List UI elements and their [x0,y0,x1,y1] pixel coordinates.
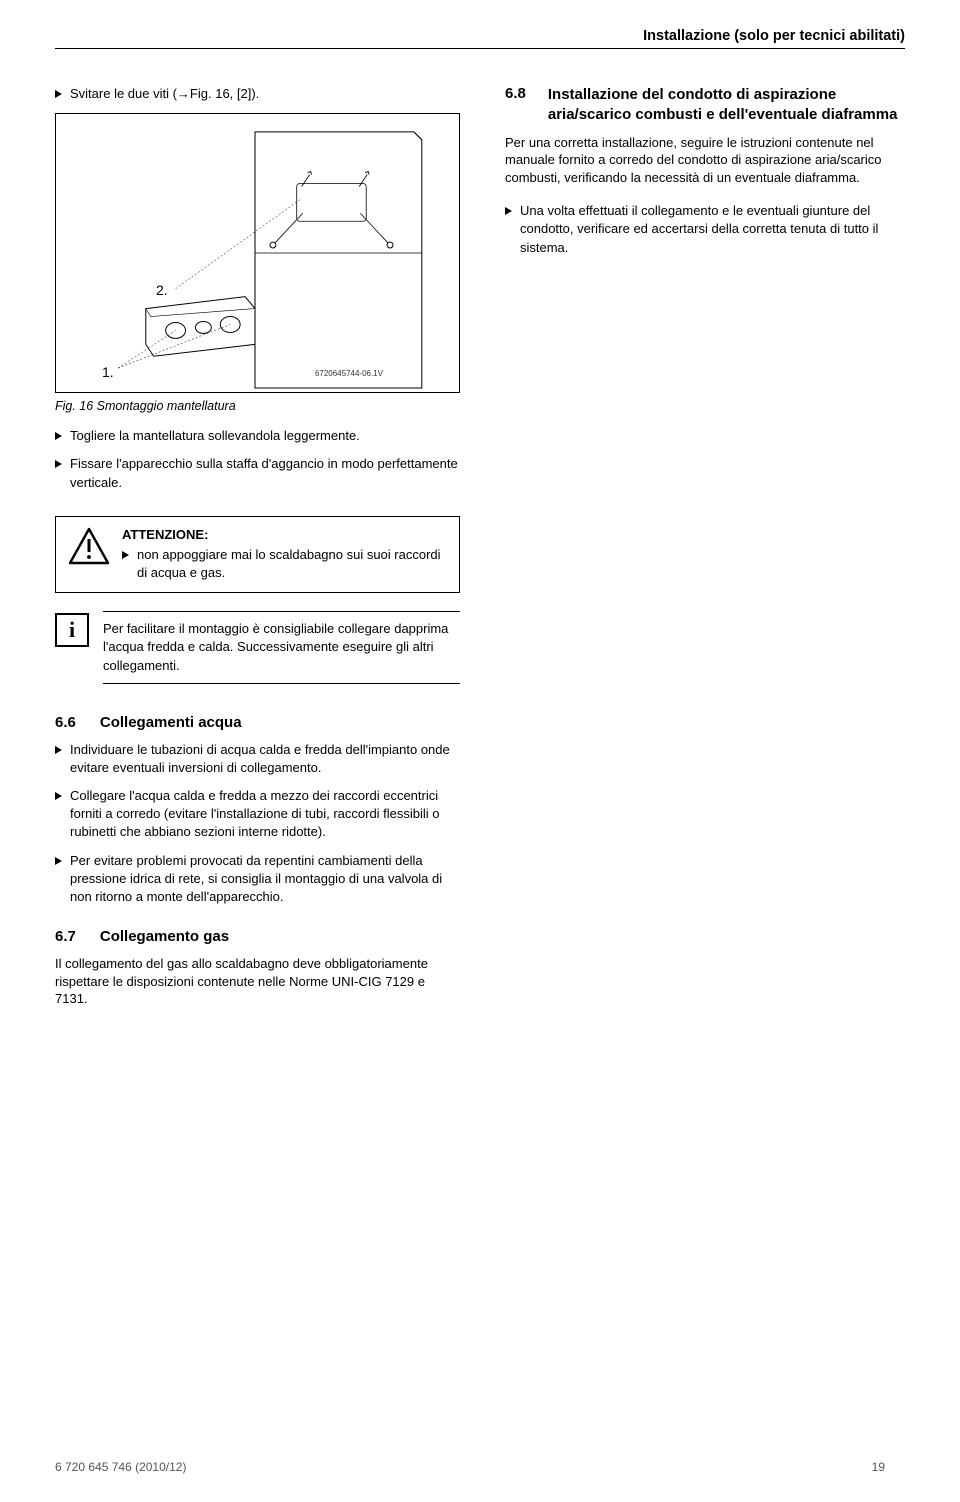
page-footer: 6 720 645 746 (2010/12) 19 [55,1460,885,1474]
bullet-text: Per evitare problemi provocati da repent… [70,852,460,907]
bullet-text: Collegare l'acqua calda e fredda a mezzo… [70,787,460,842]
section-number: 6.8 [505,85,526,126]
section-number: 6.6 [55,714,76,731]
info-icon: i [55,613,89,647]
bullet-text: Togliere la mantellatura sollevandola le… [70,427,460,445]
warning-label: ATTENZIONE: [122,527,447,542]
warning-triangle-icon [68,527,110,565]
section-title: Collegamenti acqua [100,714,242,731]
section-6-8-body: Per una corretta installazione, seguire … [505,134,905,187]
section-6-8-heading: 6.8 Installazione del condotto di aspira… [505,85,905,126]
warning-body: ATTENZIONE: non appoggiare mai lo scalda… [122,527,447,582]
right-column: 6.8 Installazione del condotto di aspira… [505,85,905,1024]
triangle-bullet-icon [55,90,62,98]
bullet-text: Individuare le tubazioni di acqua calda … [70,741,460,777]
triangle-bullet-icon [122,551,129,559]
triangle-bullet-icon [55,432,62,440]
figure-16: 2. 1. 6720645744-06.1V [55,113,460,393]
section-6-6-heading: 6.6 Collegamenti acqua [55,714,460,731]
figure-code: 6720645744-06.1V [315,369,383,378]
triangle-bullet-icon [55,857,62,865]
section-6-7-body: Il collegamento del gas allo scaldabagno… [55,955,460,1008]
bullet-text: Fissare l'apparecchio sulla staffa d'agg… [70,455,460,491]
bullet-item: Una volta effettuati il collegamento e l… [505,202,905,257]
info-rule-bottom [103,683,460,684]
left-column: Svitare le due viti (→Fig. 16, [2]). [55,85,460,1024]
bullet-text: Una volta effettuati il collegamento e l… [520,202,905,257]
figure-caption: Fig. 16 Smontaggio mantellatura [55,399,460,413]
bullet-item: Collegare l'acqua calda e fredda a mezzo… [55,787,460,842]
info-rule-top [103,611,460,612]
info-text: Per facilitare il montaggio è consigliab… [103,620,460,675]
bullet-item: Svitare le due viti (→Fig. 16, [2]). [55,85,460,103]
bullet-item: Per evitare problemi provocati da repent… [55,852,460,907]
section-number: 6.7 [55,928,76,945]
section-title: Installazione del condotto di aspirazion… [548,85,905,126]
bullet-item: Fissare l'apparecchio sulla staffa d'agg… [55,455,460,491]
triangle-bullet-icon [505,207,512,215]
footer-page-number: 19 [872,1460,885,1474]
footer-doc-code: 6 720 645 746 (2010/12) [55,1460,186,1474]
warning-text: non appoggiare mai lo scaldabagno sui su… [137,546,447,582]
bullet-text: Svitare le due viti (→Fig. 16, [2]). [70,85,460,103]
figure-label-2: 2. [156,282,168,298]
section-title: Collegamento gas [100,928,229,945]
figure-label-1: 1. [102,364,114,380]
header-rule [55,48,905,49]
bullet-item: Individuare le tubazioni di acqua calda … [55,741,460,777]
info-body-wrap: Per facilitare il montaggio è consigliab… [103,611,460,684]
section-6-7-heading: 6.7 Collegamento gas [55,928,460,945]
triangle-bullet-icon [55,460,62,468]
info-callout: i Per facilitare il montaggio è consigli… [55,611,460,684]
bullet-item: Togliere la mantellatura sollevandola le… [55,427,460,445]
warning-callout: ATTENZIONE: non appoggiare mai lo scalda… [55,516,460,593]
triangle-bullet-icon [55,792,62,800]
page-header: Installazione (solo per tecnici abilitat… [55,28,905,44]
figure-drawing [56,114,459,392]
triangle-bullet-icon [55,746,62,754]
columns: Svitare le due viti (→Fig. 16, [2]). [55,85,905,1024]
